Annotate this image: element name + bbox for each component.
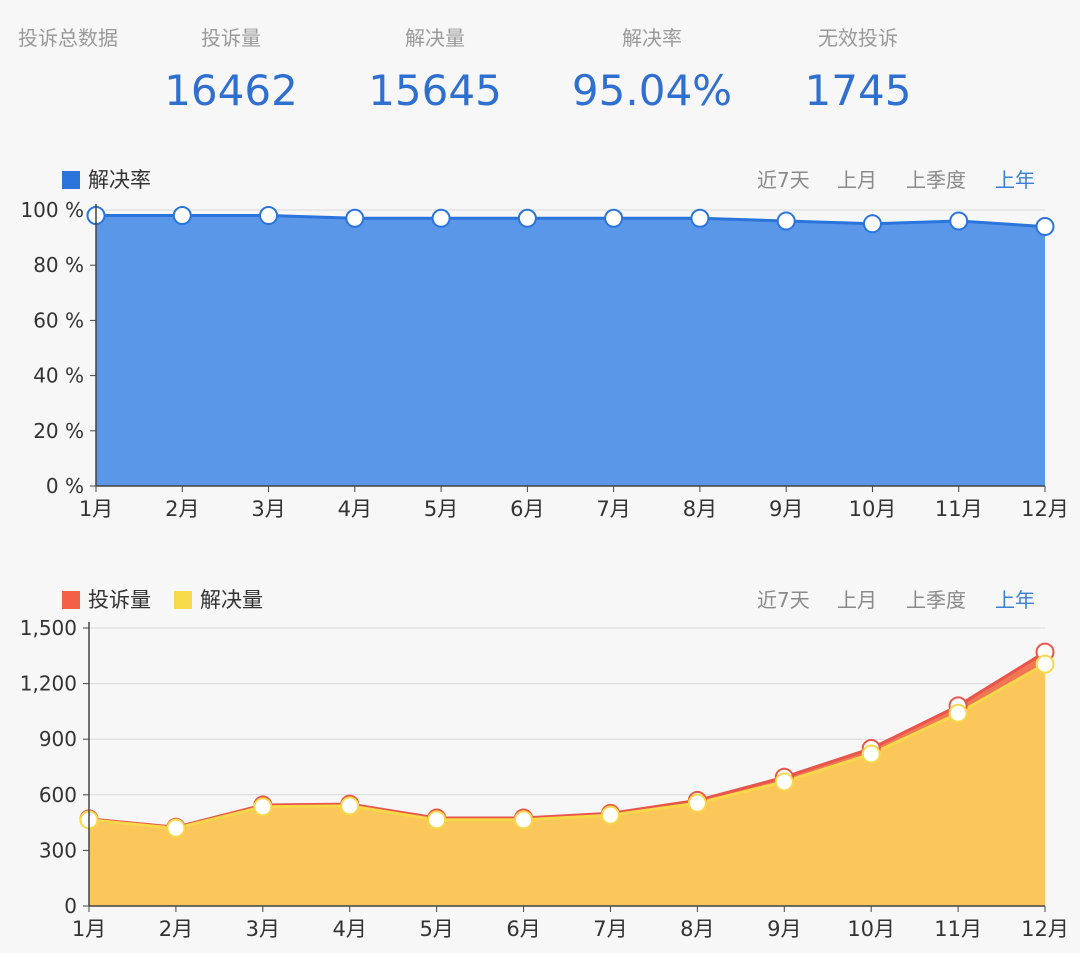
point-series-1-10 [948, 703, 968, 723]
stat-label-complaints: 投诉量 [201, 26, 261, 50]
y-tick-label-5: 100 % [20, 198, 84, 222]
y-tick-label-3: 900 [39, 727, 77, 751]
x-tick-label-5: 6月 [510, 497, 544, 521]
x-tick-label-10: 11月 [935, 497, 983, 521]
chart1-tab-last-year[interactable]: 上年 [995, 168, 1035, 192]
point-series-0-6 [604, 208, 624, 228]
y-tick-label-1: 300 [39, 838, 77, 862]
x-tick-label-8: 9月 [769, 497, 803, 521]
y-tick-label-5: 1,500 [20, 616, 77, 640]
complaints-resolved-chart: 0 300 600 900 1,200 1,500 1月 2月 3月 4月 5月 6月 7月 8月 9月 10… [20, 616, 1069, 941]
x-tick-label-1: 2月 [159, 917, 193, 941]
point-series-0-2 [259, 206, 279, 226]
x-tick-label-3: 4月 [333, 917, 367, 941]
chart2-tab-last-7-days[interactable]: 近7天 [757, 588, 810, 612]
stat-value-complaints: 16462 [164, 66, 298, 115]
legend-label-resolution-rate: 解决率 [88, 168, 151, 192]
chart2-tab-last-year[interactable]: 上年 [995, 588, 1035, 612]
chart2-tab-last-month[interactable]: 上月 [837, 588, 877, 612]
legend-swatch-complaints [62, 591, 80, 609]
point-series-0-8 [776, 211, 796, 231]
y-tick-label-2: 40 % [33, 364, 84, 388]
legend-item-complaints[interactable]: 投诉量 [62, 584, 151, 614]
x-tick-label-6: 7月 [596, 497, 630, 521]
y-tick-label-2: 600 [39, 783, 77, 807]
x-tick-label-11: 12月 [1021, 497, 1069, 521]
point-series-0-7 [690, 208, 710, 228]
y-tick-label-4: 1,200 [20, 672, 77, 696]
point-series-1-9 [861, 744, 881, 764]
y-tick-label-0: 0 [64, 894, 77, 918]
stat-label-resolution-rate: 解决率 [622, 26, 682, 50]
stat-label-invalid: 无效投诉 [818, 26, 898, 50]
x-tick-label-4: 5月 [424, 497, 458, 521]
chart1-tab-last-7-days[interactable]: 近7天 [757, 168, 810, 192]
point-series-1-6 [600, 805, 620, 825]
y-tick-label-1: 20 % [33, 419, 84, 443]
x-tick-label-9: 10月 [849, 497, 897, 521]
x-tick-label-11: 12月 [1021, 917, 1069, 941]
legend-item-resolved[interactable]: 解决量 [174, 584, 263, 614]
chart1-tab-last-quarter[interactable]: 上季度 [906, 168, 966, 192]
stat-value-invalid: 1745 [804, 66, 912, 115]
line-series-0 [96, 214, 1046, 229]
point-series-1-4 [427, 810, 447, 830]
stat-label-resolved: 解决量 [405, 26, 465, 50]
point-series-1-8 [774, 772, 794, 792]
point-series-1-11 [1035, 654, 1055, 674]
area-series-0 [96, 215, 1045, 486]
x-tick-label-0: 1月 [79, 497, 113, 521]
point-series-1-7 [687, 793, 707, 813]
area-series-1 [89, 664, 1045, 906]
x-tick-label-7: 8月 [683, 497, 717, 521]
point-series-0-3 [345, 208, 365, 228]
y-tick-label-4: 80 % [33, 253, 84, 277]
point-series-1-5 [514, 810, 534, 830]
x-tick-label-1: 2月 [165, 497, 199, 521]
y-tick-label-3: 60 % [33, 308, 84, 332]
x-tick-label-2: 3月 [251, 497, 285, 521]
stat-value-resolution-rate: 95.04% [571, 66, 733, 115]
x-tick-label-9: 10月 [847, 917, 895, 941]
x-tick-label-3: 4月 [338, 497, 372, 521]
stats-section-label: 投诉总数据 [18, 26, 118, 50]
chart1-tab-last-month[interactable]: 上月 [837, 168, 877, 192]
x-tick-label-2: 3月 [246, 917, 280, 941]
point-series-0-10 [949, 211, 969, 231]
resolution-rate-chart: 0 % 20 % 40 % 60 % 80 % 100 % 1月 2月 3月 4月 5月 6月 7月 8月… [20, 198, 1069, 521]
x-tick-label-5: 6月 [506, 917, 540, 941]
point-series-0-1 [172, 206, 192, 226]
point-series-0-4 [431, 208, 451, 228]
legend-item-resolution-rate[interactable]: 解决率 [62, 164, 151, 194]
point-series-0-9 [862, 214, 882, 234]
legend-label-resolved: 解决量 [200, 588, 263, 612]
x-tick-label-0: 1月 [72, 917, 106, 941]
point-series-0-11 [1035, 217, 1055, 237]
x-tick-label-10: 11月 [934, 917, 982, 941]
legend-label-complaints: 投诉量 [88, 588, 151, 612]
x-tick-label-7: 8月 [680, 917, 714, 941]
line-series-1 [88, 662, 1046, 830]
y-tick-label-0: 0 % [46, 474, 84, 498]
legend-swatch-resolved [174, 591, 192, 609]
stat-value-resolved: 15645 [368, 66, 502, 115]
point-series-1-1 [166, 818, 186, 838]
x-tick-label-6: 7月 [593, 917, 627, 941]
point-series-1-2 [253, 797, 273, 817]
legend-swatch-resolution-rate [62, 171, 80, 189]
point-series-1-3 [340, 796, 360, 816]
line-series-0 [88, 650, 1046, 829]
chart2-tab-last-quarter[interactable]: 上季度 [906, 588, 966, 612]
x-tick-label-8: 9月 [767, 917, 801, 941]
x-tick-label-4: 5月 [419, 917, 453, 941]
stats-header: 投诉总数据 投诉量 16462 解决量 15645 解决率 95.04% 无效投… [0, 0, 1080, 130]
point-series-0-5 [517, 208, 537, 228]
